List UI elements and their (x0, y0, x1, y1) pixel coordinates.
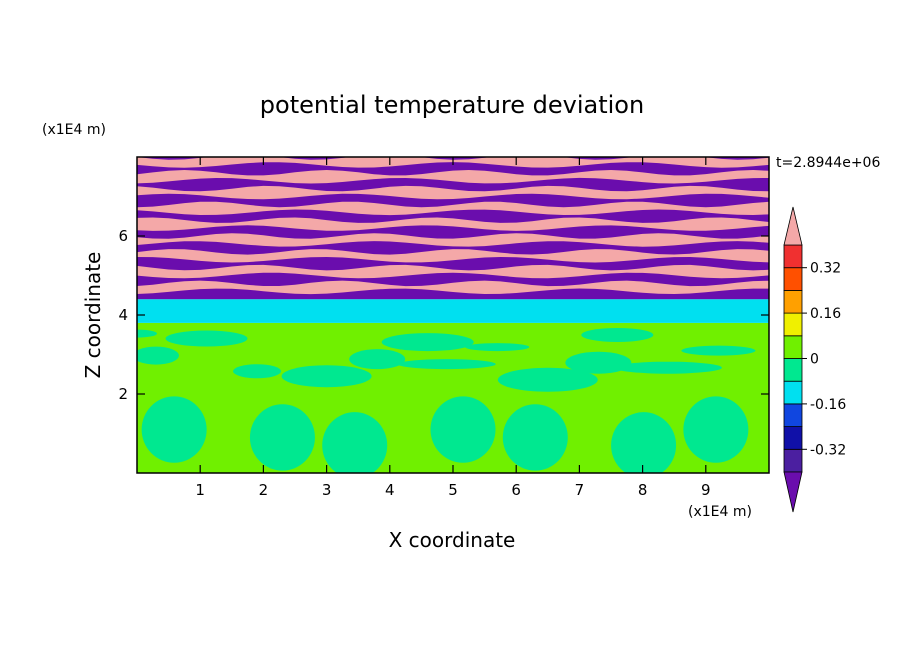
patch-9 (465, 343, 530, 352)
stripe-0 (137, 157, 769, 168)
y-axis-label: Z coordinate (81, 252, 105, 379)
stripe-2 (137, 170, 769, 184)
colorbar-swatch-6 (783, 312, 803, 337)
patch-10 (281, 365, 372, 388)
colorbar-tick-label-0: 0.32 (810, 261, 841, 277)
cell-6 (683, 396, 749, 463)
colorbar-swatch-0 (783, 448, 803, 473)
colorbar-swatch-5 (783, 335, 803, 359)
patch-12 (581, 327, 654, 342)
colorbar-top-arrow (783, 206, 803, 246)
y-unit-label: (x1E4 m) (42, 122, 106, 138)
cell-3 (430, 396, 496, 463)
x-axis-label: X coordinate (389, 528, 516, 552)
y-tick-label-2: 2 (118, 385, 128, 403)
x-unit-label: (x1E4 m) (688, 504, 752, 520)
cell-2 (322, 412, 388, 473)
x-tick-label-1: 1 (195, 481, 205, 499)
cell-0 (141, 396, 207, 463)
y-tick-label-6: 6 (118, 227, 128, 245)
patch-3 (233, 364, 282, 379)
colorbar-tick-label-3: -0.16 (810, 397, 846, 413)
colorbar-swatch-2 (783, 403, 803, 427)
x-tick-label-4: 4 (385, 481, 395, 499)
x-tick-label-5: 5 (448, 481, 458, 499)
colorbar-bottom-arrow (783, 471, 803, 513)
cell-4 (502, 404, 568, 471)
stripe-16 (137, 280, 769, 295)
colorbar-swatch-9 (783, 244, 803, 269)
patch-5 (497, 367, 598, 392)
layer-2 (137, 299, 769, 323)
x-tick-label-6: 6 (511, 481, 521, 499)
y-axis: 2 4 6 (118, 227, 769, 403)
x-axis: 1 2 3 4 5 6 7 8 9 (195, 157, 711, 499)
colorbar-tick-label-2: 0 (810, 352, 819, 368)
stripe-4 (137, 185, 769, 200)
stripe-14 (137, 264, 769, 279)
patch-0 (137, 329, 157, 338)
colorbar-swatch-8 (783, 267, 803, 291)
colorbar-tick-label-1: 0.16 (810, 306, 841, 322)
stripe-10 (137, 233, 769, 247)
chart-title: potential temperature deviation (260, 91, 644, 119)
colorbar: 0.32 0.16 0 -0.16 -0.32 (783, 206, 846, 513)
x-tick-label-3: 3 (322, 481, 332, 499)
patch-7 (165, 330, 248, 347)
colorbar-swatch-3 (783, 380, 803, 405)
x-tick-label-7: 7 (575, 481, 585, 499)
colorbar-swatch-7 (783, 289, 803, 314)
plot-area (137, 157, 769, 473)
patch-13 (397, 359, 496, 370)
patch-6 (349, 349, 406, 370)
patch-11 (137, 346, 179, 365)
colorbar-swatch-1 (783, 426, 803, 450)
colorbar-swatch-4 (783, 358, 803, 382)
x-tick-label-9: 9 (701, 481, 711, 499)
patch-8 (613, 361, 722, 374)
stripe-8 (137, 217, 769, 231)
cell-5 (611, 412, 677, 473)
patch-4 (681, 345, 756, 356)
patch-2 (381, 333, 474, 352)
stripe-6 (137, 201, 769, 216)
x-tick-label-8: 8 (638, 481, 648, 499)
x-tick-label-2: 2 (259, 481, 269, 499)
cell-1 (249, 404, 315, 471)
time-label: t=2.8944e+06 (776, 155, 880, 171)
stripe-12 (137, 249, 769, 263)
colorbar-tick-label-4: -0.32 (810, 442, 846, 458)
y-tick-label-4: 4 (118, 306, 128, 324)
